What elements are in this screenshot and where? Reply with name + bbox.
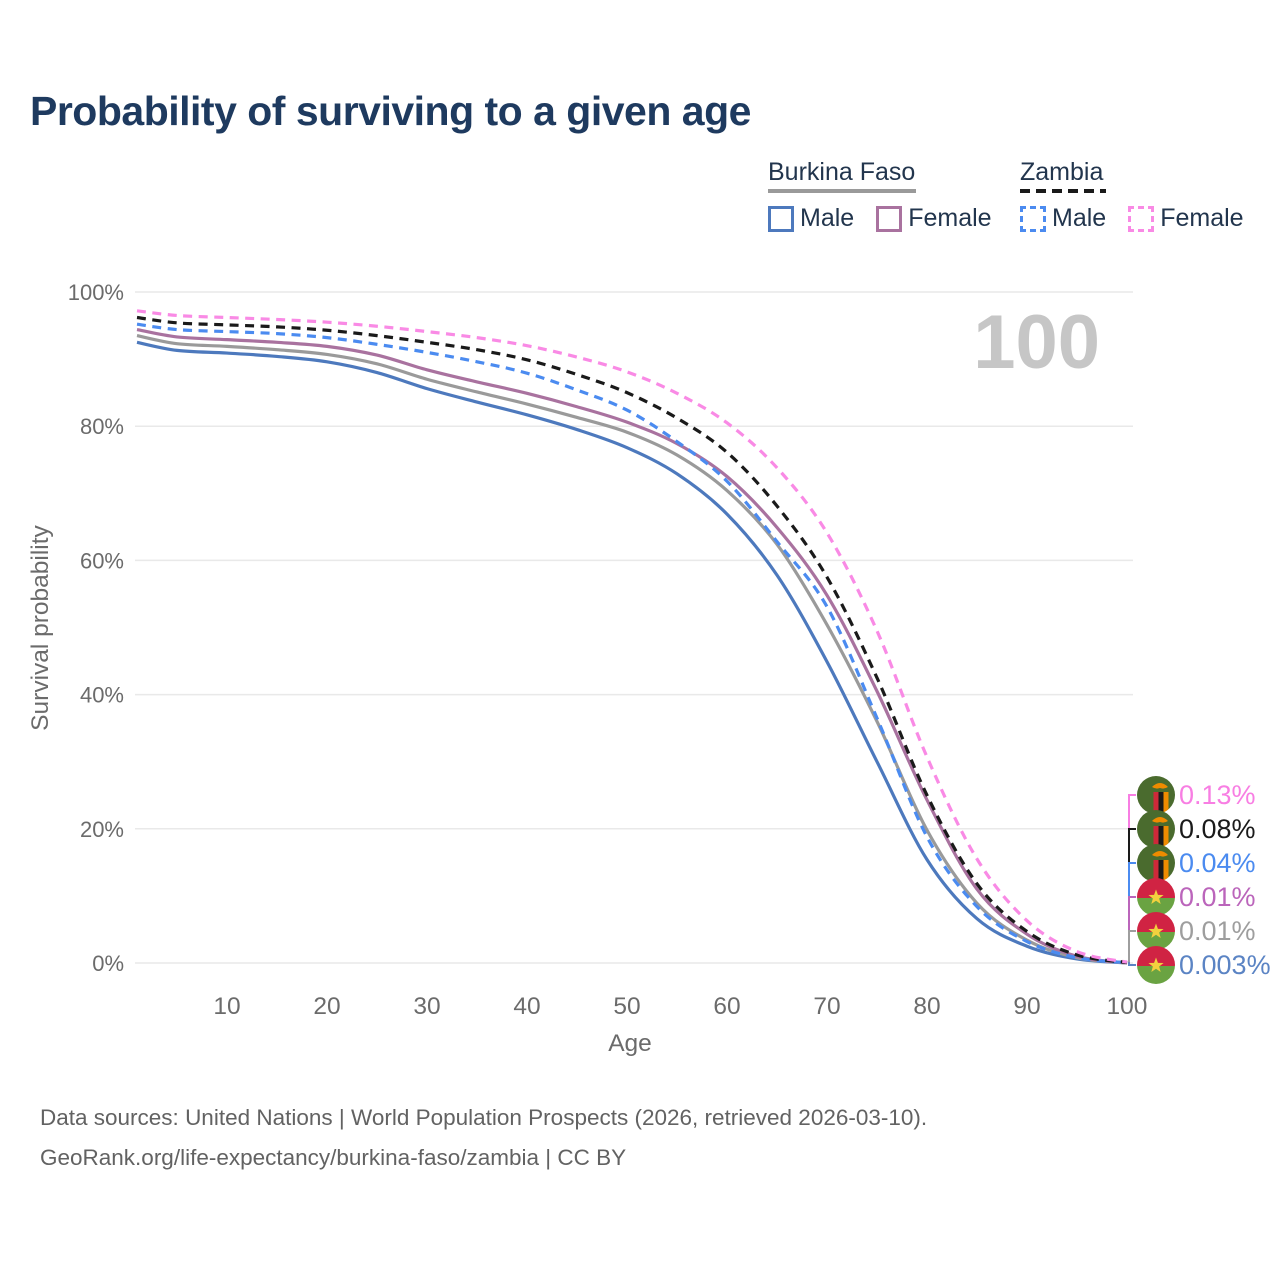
end-label-connector-bf-female <box>1128 896 1136 963</box>
x-tick-label: 90 <box>1013 993 1040 1020</box>
legend-linestyle-dashed <box>1020 189 1106 193</box>
y-tick-label: 100% <box>68 280 124 305</box>
attribution-text: GeoRank.org/life-expectancy/burkina-faso… <box>40 1145 627 1170</box>
end-value-label-zm-all: 0.08% <box>1179 814 1256 844</box>
legend-group-title-zambia: Zambia <box>1020 158 1104 186</box>
x-axis-title: Age <box>608 1030 652 1057</box>
legend-item-label: Male <box>800 204 855 232</box>
x-tick-label: 100 <box>1107 993 1148 1020</box>
end-label-connector-zm-female <box>1128 794 1136 963</box>
x-tick-label: 80 <box>913 993 940 1020</box>
series-line-bf-female <box>136 328 1128 965</box>
y-tick-label: 40% <box>80 683 124 708</box>
current-age-indicator: 100 <box>973 300 1100 385</box>
page-title: Probability of surviving to a given age <box>30 88 751 134</box>
series-line-zm-female <box>136 309 1128 964</box>
end-value-label-zm-male: 0.04% <box>1179 848 1256 878</box>
legend-item-zambia-female[interactable]: Female <box>1128 204 1244 233</box>
x-tick-label: 20 <box>313 993 340 1020</box>
legend-swatch-bf-female <box>876 205 903 232</box>
end-value-label-zm-female: 0.13% <box>1179 780 1256 810</box>
end-value-label-bf-female: 0.01% <box>1179 882 1256 912</box>
x-tick-label: 10 <box>213 993 240 1020</box>
data-source-text: Data sources: United Nations | World Pop… <box>40 1105 928 1130</box>
legend-item-burkina-faso-female[interactable]: Female <box>876 204 992 233</box>
series-line-zm-male <box>136 322 1128 965</box>
legend-item-label: Female <box>908 204 992 232</box>
series-line-bf-all <box>136 334 1128 965</box>
legend-item-label: Female <box>1160 204 1244 232</box>
legend-group-zambia: Zambia Male Female <box>1020 158 1244 233</box>
y-tick-label: 20% <box>80 817 124 842</box>
x-tick-label: 70 <box>813 993 840 1020</box>
legend-swatch-zm-male <box>1020 205 1046 232</box>
flag-burkina-faso-icon <box>1137 878 1175 916</box>
y-axis-title: Survival probability <box>27 524 54 730</box>
legend-swatch-zm-female <box>1128 205 1155 232</box>
legend-linestyle-solid <box>768 189 916 193</box>
end-label-connector-zm-male <box>1128 862 1136 963</box>
x-tick-label: 30 <box>413 993 440 1020</box>
series-line-bf-male <box>136 340 1128 965</box>
flag-zambia-icon <box>1137 844 1175 882</box>
end-label-connector-zm-all <box>1128 828 1136 963</box>
y-tick-label: 60% <box>80 548 124 573</box>
end-value-label-bf-all: 0.01% <box>1179 916 1256 946</box>
x-tick-label: 50 <box>613 993 640 1020</box>
chart-legend: Burkina Faso Male Female Zambia Male <box>0 158 1280 248</box>
legend-group-title-burkina-faso: Burkina Faso <box>768 158 916 186</box>
end-label-connector-bf-male <box>1128 962 1136 966</box>
flag-burkina-faso-icon <box>1137 946 1175 984</box>
legend-item-burkina-faso-male[interactable]: Male <box>768 204 854 233</box>
x-tick-label: 40 <box>513 993 540 1020</box>
legend-group-burkina-faso: Burkina Faso Male Female <box>768 158 992 233</box>
legend-item-label: Male <box>1052 204 1107 232</box>
flag-zambia-icon <box>1137 810 1175 848</box>
y-tick-label: 80% <box>80 414 124 439</box>
x-tick-label: 60 <box>713 993 740 1020</box>
legend-item-zambia-male[interactable]: Male <box>1020 204 1106 233</box>
legend-swatch-bf-male <box>768 205 794 232</box>
chart-footer: Data sources: United Nations | World Pop… <box>40 1098 927 1178</box>
end-value-label-bf-male: 0.003% <box>1179 950 1271 980</box>
series-line-zm-all <box>136 315 1128 965</box>
flag-burkina-faso-icon <box>1137 912 1175 950</box>
y-tick-label: 0% <box>92 951 124 976</box>
end-label-connector-bf-all <box>1128 930 1136 963</box>
flag-zambia-icon <box>1137 776 1175 814</box>
